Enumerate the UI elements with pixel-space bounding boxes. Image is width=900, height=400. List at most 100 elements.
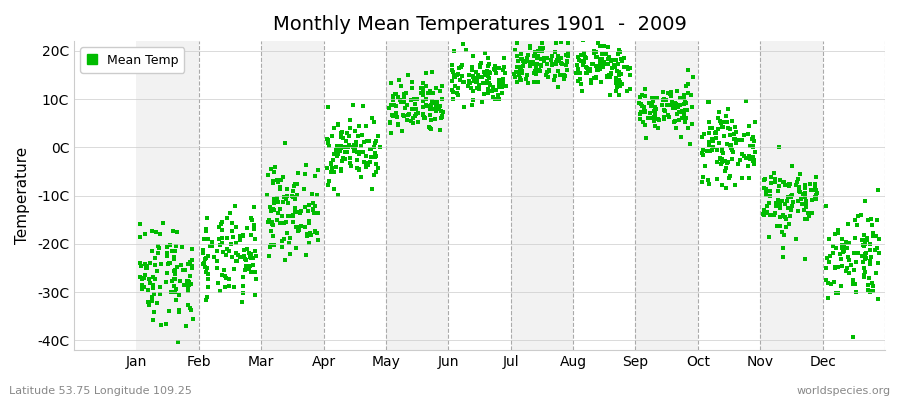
Mean Temp [170,264,184,270]
Mean Temp [821,280,835,286]
Mean Temp [301,233,315,239]
Mean Temp [218,273,232,279]
Mean Temp [708,130,723,136]
Mean Temp [868,246,882,253]
Mean Temp [286,213,301,219]
Mean Temp [163,242,177,248]
Mean Temp [333,148,347,154]
Mean Temp [425,98,439,104]
Mean Temp [486,84,500,90]
Mean Temp [702,119,716,126]
Mean Temp [293,209,308,216]
Mean Temp [726,131,741,137]
Mean Temp [491,92,506,98]
Mean Temp [215,219,230,226]
Mean Temp [286,188,301,194]
Mean Temp [741,163,755,169]
Mean Temp [652,117,666,124]
Mean Temp [232,254,247,260]
Mean Temp [521,52,535,59]
Mean Temp [481,72,495,78]
Mean Temp [463,80,477,86]
Mean Temp [863,257,878,264]
Mean Temp [846,334,860,340]
Mean Temp [684,104,698,110]
Mean Temp [400,102,415,108]
Mean Temp [582,68,597,74]
Mean Temp [665,99,680,106]
Mean Temp [593,43,608,49]
Mean Temp [602,54,616,60]
Mean Temp [446,48,461,54]
Mean Temp [248,275,263,282]
Mean Temp [424,102,438,109]
Mean Temp [371,132,385,139]
Mean Temp [366,144,381,150]
Mean Temp [608,64,623,70]
Mean Temp [342,133,356,139]
Mean Temp [436,114,450,120]
Mean Temp [304,231,319,238]
Mean Temp [166,248,180,254]
Mean Temp [514,76,528,83]
Mean Temp [383,120,398,126]
Mean Temp [696,174,710,180]
Mean Temp [278,140,293,146]
Mean Temp [302,218,317,224]
Mean Temp [435,113,449,119]
Mean Temp [384,112,399,118]
Mean Temp [711,126,725,132]
Mean Temp [674,108,688,114]
Mean Temp [662,111,676,118]
Mean Temp [733,157,747,163]
Mean Temp [168,276,183,282]
Mean Temp [298,171,312,178]
Mean Temp [784,192,798,198]
Mean Temp [578,54,592,60]
Mean Temp [499,83,513,89]
Mean Temp [798,190,813,196]
Mean Temp [533,68,547,74]
Mean Temp [434,108,448,115]
Mean Temp [364,186,379,192]
Mean Temp [863,260,878,267]
Mean Temp [397,113,411,120]
Mean Temp [210,265,224,272]
Mean Temp [210,265,224,272]
Mean Temp [703,148,717,154]
Mean Temp [612,92,626,98]
Mean Temp [764,179,778,186]
Mean Temp [291,192,305,198]
Mean Temp [480,68,494,74]
Mean Temp [737,132,751,138]
Mean Temp [549,58,563,65]
Mean Temp [597,43,611,49]
Mean Temp [533,45,547,51]
Mean Temp [575,62,590,68]
Mean Temp [151,242,166,249]
Mean Temp [349,156,364,163]
Mean Temp [559,52,573,58]
Mean Temp [637,86,652,92]
Mean Temp [146,316,160,323]
Mean Temp [623,86,637,92]
Mean Temp [859,250,873,256]
Mean Temp [685,121,699,127]
Mean Temp [424,102,438,108]
Mean Temp [637,106,652,112]
Mean Temp [334,168,348,174]
Mean Temp [802,180,816,187]
Mean Temp [352,151,366,157]
Mean Temp [215,240,230,246]
Mean Temp [416,84,430,91]
Mean Temp [846,276,860,283]
Mean Temp [678,118,692,125]
Mean Temp [742,156,757,162]
Mean Temp [471,74,485,80]
Mean Temp [397,91,411,98]
Mean Temp [167,270,182,276]
Mean Temp [299,162,313,168]
Mean Temp [701,99,716,105]
Mean Temp [405,106,419,113]
Mean Temp [593,79,608,85]
